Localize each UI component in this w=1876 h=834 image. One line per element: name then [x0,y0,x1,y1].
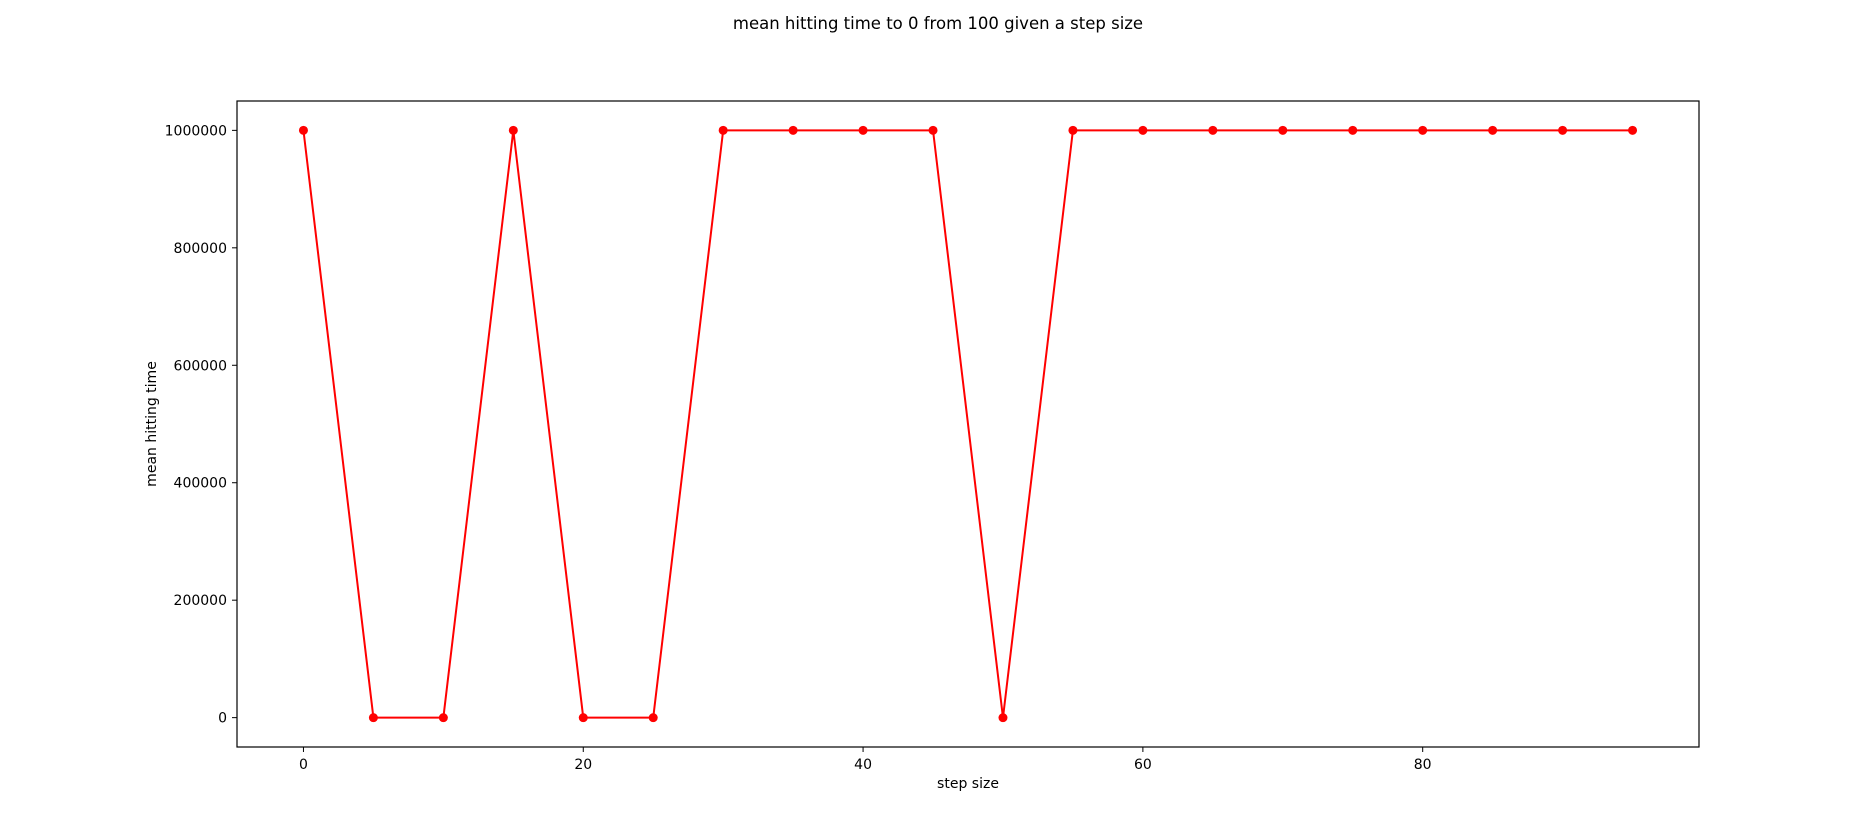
data-point [1138,125,1148,135]
data-point [578,713,588,723]
data-point [1628,125,1638,135]
x-tick-label: 20 [574,757,592,773]
y-tick-label: 600000 [174,358,227,374]
x-tick-label: 60 [1134,757,1152,773]
y-tick-label: 800000 [174,241,227,257]
data-point [998,713,1008,723]
data-point [508,125,518,135]
y-tick-label: 400000 [174,476,227,492]
data-point [718,125,728,135]
data-point [1278,125,1288,135]
data-point [298,125,308,135]
data-point [648,713,658,723]
x-tick-label: 0 [299,757,308,773]
data-point [1068,125,1078,135]
data-point [928,125,938,135]
chart-title: mean hitting time to 0 from 100 given a … [733,14,1143,33]
data-point [368,713,378,723]
series-line [302,129,1633,719]
plot-area-group: 0 20 40 60 80 0 200000 400000 600000 800000 100000… [165,100,1700,773]
data-point [1348,125,1358,135]
data-point [1418,125,1428,135]
y-tick-label: 200000 [174,593,227,609]
x-tick-label: 80 [1414,757,1432,773]
data-point [1488,125,1498,135]
x-axis-title: step size [937,776,999,792]
data-point [1558,125,1568,135]
axes-frame [236,100,1700,748]
data-point [858,125,868,135]
data-point [788,125,798,135]
x-tick-label: 40 [854,757,872,773]
data-point [1208,125,1218,135]
y-tick-label: 0 [218,711,227,727]
y-axis-title: mean hitting time [144,361,160,487]
data-point [438,713,448,723]
y-tick-label: 1000000 [165,123,227,139]
